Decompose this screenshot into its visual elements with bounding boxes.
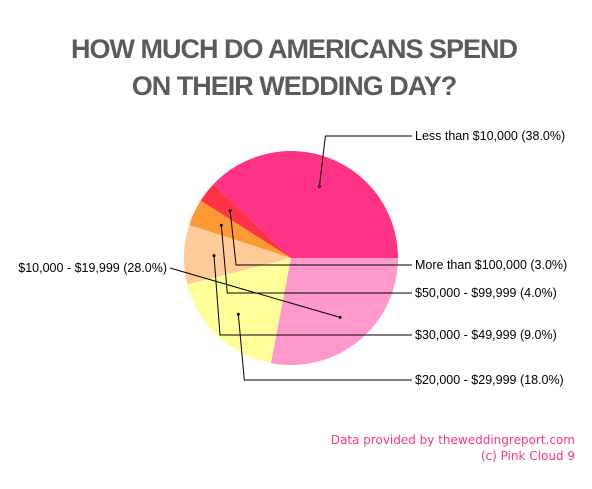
pie-slice-less-than-10-000 (213, 150, 398, 258)
leader-line-30-000-49-999 (213, 255, 412, 336)
copyright-credit: (c) Pink Cloud 9 (481, 449, 575, 463)
slice-label-30-000-49-999: $30,000 - $49,999 (9.0%) (415, 328, 557, 342)
pie-slices (184, 150, 398, 365)
leader-line-10-000-19-999 (169, 267, 341, 318)
leader-line-20-000-29-999 (237, 314, 412, 381)
pie-slice-20-000-29-999 (187, 258, 291, 364)
slice-label-less-than-10-000: Less than $10,000 (38.0%) (415, 129, 565, 143)
slice-label-50-000-99-999: $50,000 - $99,999 (4.0%) (415, 286, 557, 300)
credits: Data provided by theweddingreport.com (c… (331, 433, 575, 463)
pie-slice-30-000-49-999 (184, 224, 291, 285)
slice-label-20-000-29-999: $20,000 - $29,999 (18.0%) (415, 373, 564, 387)
chart-title-line-1: HOW MUCH DO AMERICANS SPEND (71, 34, 518, 64)
pie-slice-more-than-100-000 (200, 184, 291, 258)
chart-title-line-2: ON THEIR WEDDING DAY? (132, 71, 457, 101)
pie-slice-10-000-19-999 (270, 258, 398, 365)
chart-title: HOW MUCH DO AMERICANS SPEND ON THEIR WED… (71, 34, 519, 101)
slice-label-more-than-100-000: More than $100,000 (3.0%) (415, 258, 567, 272)
data-source-credit: Data provided by theweddingreport.com (331, 433, 575, 447)
slice-labels: Less than $10,000 (38.0%) More than $100,… (18, 129, 567, 387)
leader-line-more-than-100-000 (229, 210, 412, 266)
leader-line-less-than-10-000 (318, 135, 412, 187)
pie-slice-50-000-99-999 (189, 200, 291, 258)
slice-label-10-000-19-999: $10,000 - $19,999 (28.0%) (18, 261, 167, 275)
leader-lines (169, 135, 412, 381)
leader-line-50-000-99-999 (220, 225, 412, 294)
